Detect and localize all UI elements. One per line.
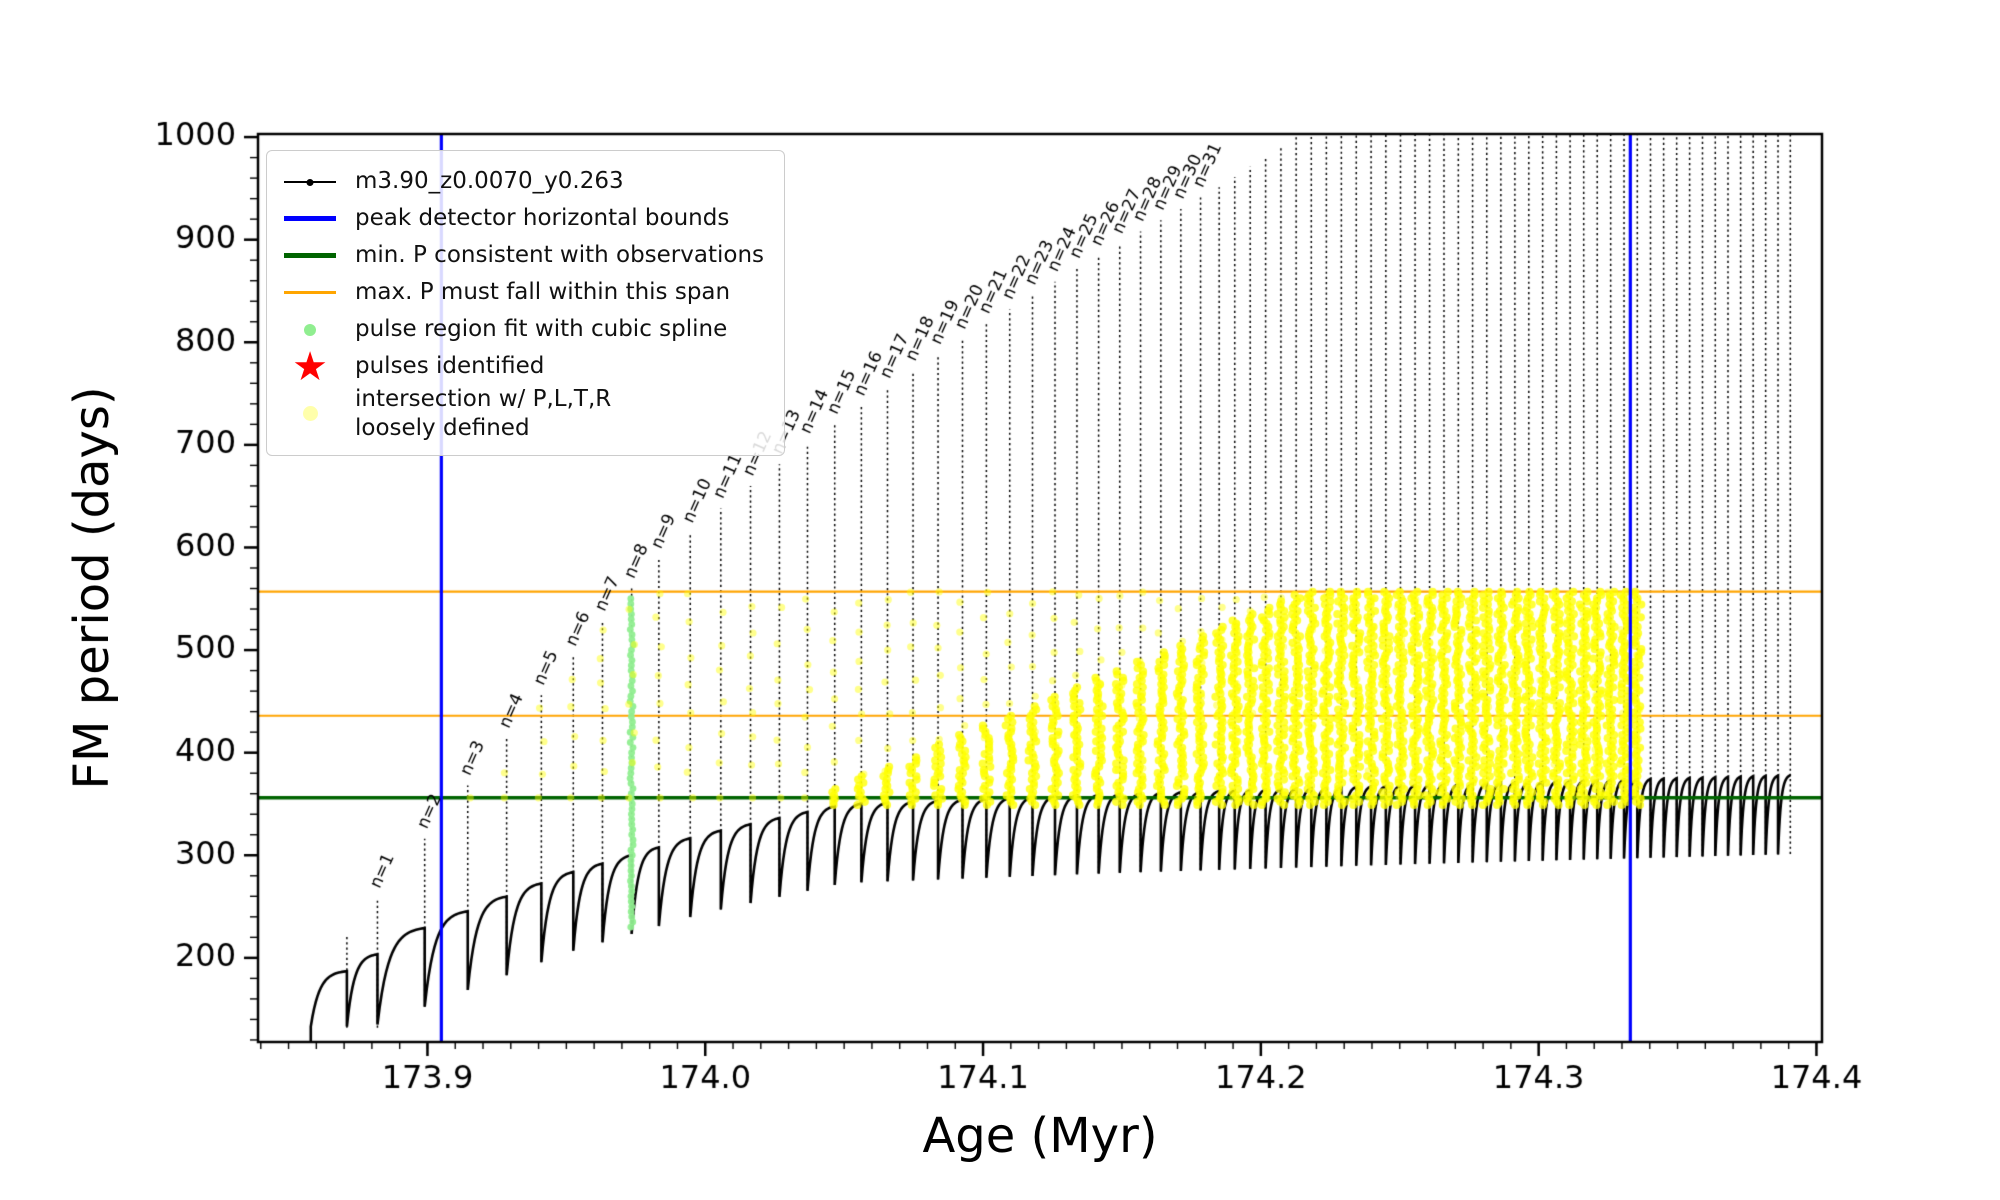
legend-marker-series-icon [284, 180, 336, 183]
legend-item-spline: pulse region fit with cubic spline [281, 311, 764, 348]
legend-marker-intersection-icon [302, 406, 318, 422]
legend: m3.90_z0.0070_y0.263 peak detector horiz… [266, 150, 786, 456]
legend-marker-minp-icon [284, 253, 336, 258]
legend-item-peak-bounds: peak detector horizontal bounds [281, 200, 764, 237]
legend-marker-spline-icon [304, 323, 316, 336]
legend-label: pulse region fit with cubic spline [355, 316, 728, 343]
legend-marker-maxp-icon [284, 291, 336, 294]
legend-label: min. P consistent with observations [355, 242, 765, 269]
legend-item-pulses: ★ pulses identified [281, 343, 764, 390]
legend-label: pulses identified [355, 353, 545, 380]
y-axis-label: FM period (days) [64, 386, 120, 790]
legend-label: max. P must fall within this span [355, 279, 731, 306]
legend-label: m3.90_z0.0070_y0.263 [355, 168, 624, 195]
legend-item-intersection: intersection w/ P,L,T,R loosely defined [281, 385, 764, 443]
legend-marker-bounds-icon [284, 216, 336, 221]
legend-label: intersection w/ P,L,T,R loosely defined [355, 386, 612, 441]
legend-marker-star-icon: ★ [292, 343, 328, 390]
legend-label: peak detector horizontal bounds [355, 205, 730, 232]
legend-item-series: m3.90_z0.0070_y0.263 [281, 163, 764, 200]
legend-item-min-p: min. P consistent with observations [281, 237, 764, 274]
x-axis-label: Age (Myr) [922, 1108, 1158, 1164]
legend-item-max-p: max. P must fall within this span [281, 274, 764, 311]
